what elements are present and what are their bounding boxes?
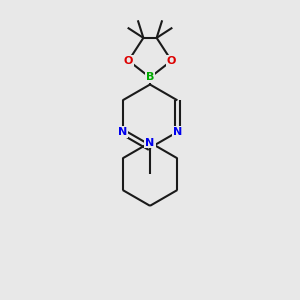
Text: N: N bbox=[173, 127, 182, 137]
Text: N: N bbox=[118, 127, 127, 137]
Text: B: B bbox=[146, 73, 154, 82]
Text: O: O bbox=[124, 56, 133, 66]
Text: N: N bbox=[146, 137, 154, 148]
Text: O: O bbox=[167, 56, 176, 66]
